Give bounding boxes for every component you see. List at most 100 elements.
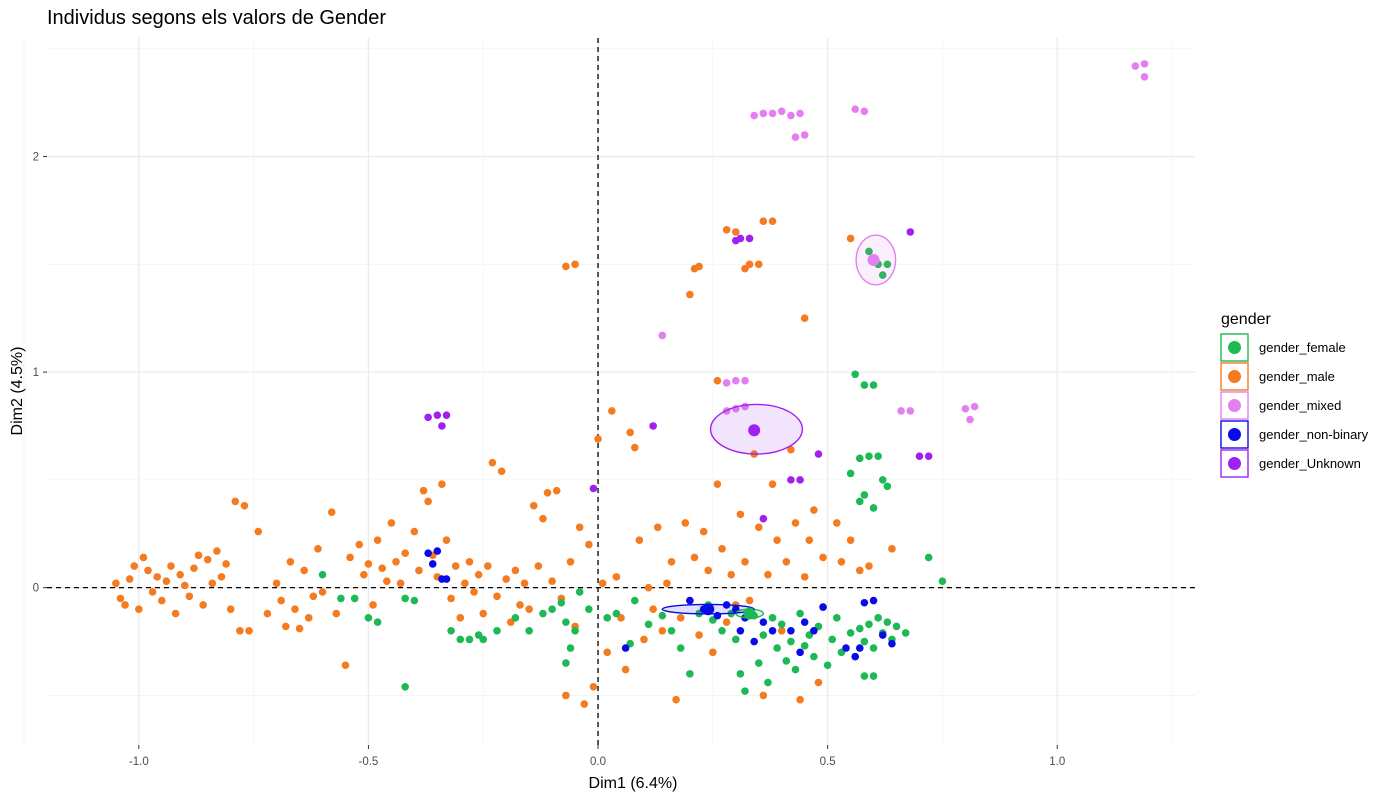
data-point <box>773 536 781 545</box>
data-point <box>277 596 285 605</box>
data-point <box>153 573 162 581</box>
data-point <box>300 566 308 575</box>
data-point <box>456 614 465 622</box>
x-axis-title: Dim1 (6.4%) <box>589 775 678 792</box>
data-point <box>213 547 221 555</box>
data-point <box>208 579 217 588</box>
data-point <box>236 626 244 635</box>
data-point <box>424 497 432 506</box>
data-point <box>226 605 235 614</box>
data-point <box>681 519 690 527</box>
data-point <box>295 624 304 633</box>
data-point <box>658 626 667 635</box>
data-point <box>231 497 240 506</box>
data-point <box>364 614 373 622</box>
data-point <box>777 620 786 629</box>
data-point <box>869 644 878 652</box>
data-point <box>768 217 777 226</box>
legend-marker <box>1228 341 1241 354</box>
chart-title: Individus segons els valors de Gender <box>47 7 386 29</box>
data-point <box>511 614 520 622</box>
data-point <box>805 536 814 545</box>
reference-lines <box>47 38 1195 745</box>
x-axis-ticks: -1.0 -0.5 0.0 0.5 1.0 <box>129 745 1065 768</box>
data-point <box>787 626 795 635</box>
data-point <box>860 637 869 646</box>
data-point <box>474 570 483 579</box>
ellipses-layer <box>661 234 897 619</box>
data-point <box>855 497 864 506</box>
data-point <box>180 581 189 590</box>
data-point <box>148 588 157 596</box>
data-point <box>741 376 749 385</box>
data-point <box>800 314 809 323</box>
data-point <box>759 691 768 700</box>
data-point <box>860 107 869 116</box>
data-point <box>534 562 543 570</box>
data-point <box>575 588 584 596</box>
data-point <box>442 575 451 583</box>
data-point <box>966 415 974 424</box>
data-point <box>566 557 575 566</box>
data-point <box>415 566 423 575</box>
data-point <box>502 575 511 583</box>
data-point <box>571 260 579 269</box>
data-point <box>773 644 781 652</box>
data-point <box>525 605 533 614</box>
data-point <box>759 217 768 226</box>
data-point <box>162 577 171 585</box>
data-point <box>539 609 547 618</box>
data-point <box>158 596 166 605</box>
data-point <box>144 566 152 575</box>
data-point <box>649 422 657 430</box>
data-point <box>566 644 575 652</box>
centroids-layer <box>702 254 880 620</box>
data-point <box>787 445 795 454</box>
data-point <box>585 540 593 549</box>
legend-label: gender_mixed <box>1259 398 1341 413</box>
data-point <box>433 411 442 420</box>
data-point <box>373 536 382 545</box>
data-point <box>580 700 589 708</box>
data-point <box>630 443 639 452</box>
data-point <box>787 476 795 484</box>
data-point <box>562 262 570 271</box>
data-point <box>488 458 497 467</box>
data-point <box>796 109 804 118</box>
data-point <box>810 626 818 635</box>
data-point <box>924 452 933 460</box>
data-point <box>833 519 841 527</box>
data-point <box>745 596 754 605</box>
data-point <box>713 480 722 488</box>
data-point <box>768 480 777 488</box>
data-point <box>424 413 432 422</box>
data-point <box>667 626 676 635</box>
data-point <box>897 407 905 415</box>
data-point <box>286 557 295 566</box>
data-point <box>860 672 869 680</box>
data-point <box>135 605 143 614</box>
data-point <box>254 527 263 536</box>
data-point <box>116 594 125 603</box>
legend-title: gender <box>1221 311 1271 328</box>
data-point <box>750 637 758 646</box>
data-point <box>562 659 570 667</box>
data-point <box>346 553 354 562</box>
data-point <box>754 260 763 269</box>
data-point <box>428 560 437 568</box>
data-point <box>401 549 409 557</box>
data-point <box>800 131 809 139</box>
y-tick-label: 0 <box>33 583 39 595</box>
data-point <box>718 626 726 635</box>
data-point <box>787 637 795 646</box>
data-point <box>810 652 818 661</box>
data-point <box>741 687 749 695</box>
data-point <box>575 523 584 532</box>
data-point <box>1140 72 1149 81</box>
data-point <box>548 605 556 614</box>
data-point <box>791 133 800 141</box>
data-point <box>644 583 653 592</box>
data-point <box>396 579 405 588</box>
data-point <box>281 622 290 631</box>
